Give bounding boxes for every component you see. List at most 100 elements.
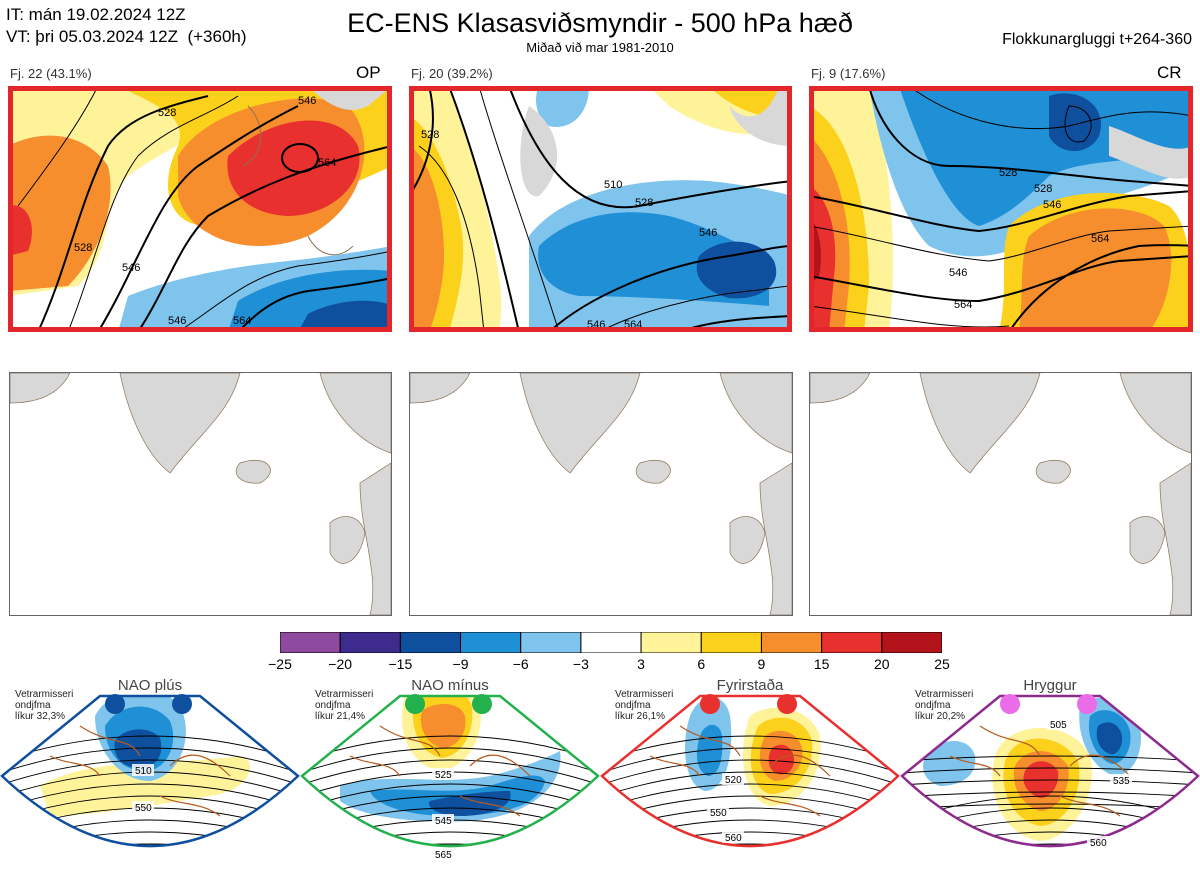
- contour-label: 528: [158, 107, 176, 119]
- colorbar-tick-label: 6: [697, 656, 706, 672]
- anomaly-shading: [1025, 848, 1065, 861]
- height-contour: [302, 747, 598, 774]
- regime-probability-note: Vetrarmisseri ondjfma líkur 26,1%: [615, 689, 674, 722]
- height-contour: [902, 791, 1198, 798]
- coastline: [649, 725, 831, 817]
- regime-marker-dot: [405, 694, 425, 714]
- height-contour: [902, 767, 1198, 774]
- regime-contour-label: 525: [435, 770, 452, 781]
- colorbar-swatch: [399, 631, 462, 654]
- header-info: IT: mán 19.02.2024 12Z VT: þri 05.03.2024…: [6, 4, 247, 48]
- colorbar-swatch: [580, 631, 642, 654]
- height-contour: [2, 843, 298, 846]
- height-contour: [302, 735, 598, 762]
- colorbar-swatch: [460, 631, 522, 654]
- regime-name: NAO plús: [117, 677, 183, 694]
- height-contour: [602, 747, 898, 774]
- height-contour: [0, 856, 300, 871]
- coastline: [349, 725, 531, 817]
- height-contour: [602, 783, 898, 810]
- height-contour: [302, 759, 598, 786]
- contour-label: 546: [1043, 199, 1061, 211]
- colorbar-tick-label: −3: [572, 656, 589, 672]
- colorbar-tick-label: 20: [874, 656, 890, 672]
- cluster-3-label: Fj. 9 (17.6%): [811, 66, 886, 81]
- anomaly-shading: [1096, 722, 1123, 755]
- regime-fan-border: [900, 694, 1200, 848]
- anomaly-shading: [768, 744, 795, 775]
- colorbar-tick-label: 9: [757, 656, 766, 672]
- height-contour: [302, 843, 598, 846]
- contour-label: 528: [635, 197, 653, 209]
- contour-label: 564: [318, 157, 336, 169]
- regime-probability-note: Vetrarmisseri ondjfma líkur 21,4%: [315, 689, 374, 722]
- contour-label: 528: [421, 129, 439, 141]
- regime-contour-label: 550: [710, 808, 727, 819]
- contour-label: 546: [587, 319, 605, 331]
- height-contour: [2, 735, 298, 762]
- regime-row: 510 550 525 545 565 520 550 560 505 535 560: [0, 676, 1200, 871]
- regime-name: Fyrirstaða: [716, 677, 784, 694]
- contour-label: 546: [168, 315, 186, 327]
- colorbar-tick-label: 15: [813, 656, 830, 672]
- colorbar-swatch: [700, 631, 762, 654]
- regime-marker-dot: [172, 694, 192, 714]
- regime-fan-border: [600, 694, 900, 848]
- coastline: [949, 725, 1131, 817]
- regime-map-2: 525 545 565: [300, 694, 600, 861]
- height-contour: [602, 735, 898, 762]
- cluster-1-label: Fj. 22 (43.1%): [10, 66, 92, 81]
- cluster-2-label: Fj. 20 (39.2%): [411, 66, 493, 81]
- regime-marker-dot: [472, 694, 492, 714]
- colorbar-tick-label: −20: [328, 656, 353, 672]
- regime-contour-label: 565: [435, 850, 452, 861]
- cluster-1-code: OP: [356, 63, 381, 82]
- colorbar-swatch: [760, 631, 823, 654]
- regime-marker-dot: [777, 694, 797, 714]
- initial-time: IT: mán 19.02.2024 12Z: [6, 5, 186, 24]
- empty-map-2: [409, 372, 793, 616]
- contour-label: 564: [1091, 233, 1109, 245]
- colorbar-tick-label: −25: [268, 656, 292, 672]
- colorbar-tick-label: −15: [388, 656, 413, 672]
- regime-marker-dot: [1077, 694, 1097, 714]
- contour-label: 528: [999, 167, 1017, 179]
- colorbar-swatch: [520, 631, 582, 654]
- colorbar: [279, 631, 943, 654]
- height-contour: [902, 843, 1198, 846]
- regime-marker-dot: [105, 694, 125, 714]
- contour-label: 546: [298, 95, 316, 107]
- regime-fan-border: [0, 694, 300, 848]
- regime-name: Hryggur: [1023, 677, 1077, 694]
- contour-label: 546: [122, 262, 140, 274]
- anomaly-shading: [40, 756, 250, 816]
- page-title: EC-ENS Klasasviðsmyndir - 500 hPa hæð: [347, 8, 853, 38]
- regime-contour-label: 560: [725, 833, 742, 844]
- regime-contour-label: 535: [1113, 776, 1130, 787]
- coastline: [49, 725, 231, 817]
- colorbar-swatch: [279, 631, 341, 654]
- regime-contour-label: 550: [135, 803, 152, 814]
- height-contour: [902, 755, 1198, 762]
- colorbar-swatch: [339, 631, 401, 654]
- regime-probability-note: Vetrarmisseri ondjfma líkur 32,3%: [15, 689, 74, 722]
- cluster-3-map: 528 528 546 564 546 564: [809, 86, 1193, 332]
- anomaly-shading: [923, 741, 976, 786]
- regime-contour-label: 560: [1090, 838, 1107, 849]
- contour-label: 528: [1034, 183, 1052, 195]
- cluster-1-map: 528 546 564 528 546 546 564: [8, 86, 392, 332]
- cluster-2-map: 528 510 528 546 564 546: [409, 86, 792, 332]
- regime-name: NAO mínus: [411, 677, 489, 694]
- regime-contour-label: 510: [135, 766, 152, 777]
- height-contour: [302, 783, 598, 810]
- height-contour: [2, 747, 298, 774]
- height-contour: [602, 759, 898, 786]
- height-contour: [600, 856, 900, 871]
- colorbar-swatch: [881, 631, 943, 654]
- cluster-3-code: CR: [1157, 63, 1182, 82]
- regime-probability-note: Vetrarmisseri ondjfma líkur 20,2%: [915, 689, 974, 722]
- height-contour: [902, 779, 1198, 786]
- valid-time: VT: þri 05.03.2024 12Z (+360h): [6, 27, 247, 46]
- classification-window: Flokkunargluggi t+264-360: [1002, 31, 1192, 48]
- colorbar-tick-label: 25: [934, 656, 950, 672]
